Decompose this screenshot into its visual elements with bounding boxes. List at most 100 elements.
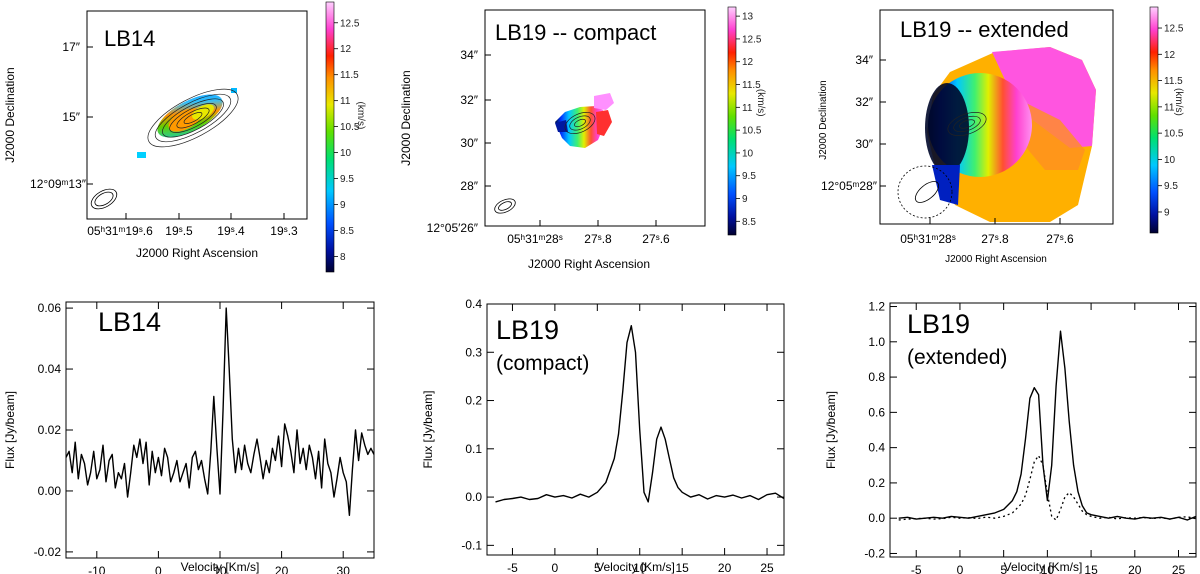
y-tick-label: 0.02	[38, 423, 62, 437]
x-ticks	[125, 213, 285, 219]
series-line-extended	[898, 330, 1197, 521]
map-frame	[86, 10, 308, 220]
x-tick-label: 25	[1172, 563, 1186, 574]
y-tick-label: 0.8	[868, 370, 885, 384]
x-tick-label: 30	[337, 564, 351, 574]
y-tick-label: 0.1	[465, 442, 482, 456]
y-tick-label: 30″	[855, 137, 873, 151]
colorbar-tick-label: 9.5	[340, 174, 354, 185]
y-tick-label: 0.06	[38, 301, 62, 315]
colorbar-tick-label: 11.5	[742, 80, 761, 91]
x-tick-label: 20	[275, 564, 289, 574]
colorbar-gradient	[1149, 6, 1159, 234]
y-tick-label: 12°09ᵐ13″	[30, 177, 87, 191]
x-tick-label: 19ˢ.3	[270, 224, 298, 238]
colorbar-tick-label: 11	[1164, 102, 1175, 113]
spectrum-lb14: -10 0 10 20 30 -0.02 0.00 0.02 0.04 0.06 LB14 Veloc…	[3, 301, 375, 574]
y-axis-label: Flux [Jy/beam]	[421, 390, 435, 468]
plot-subtitle: (compact)	[496, 352, 589, 375]
x-tick-label: 10	[1041, 563, 1055, 574]
y-tick-label: 1.0	[868, 335, 885, 349]
y-ticks	[485, 54, 491, 187]
colorbar-tick-label: 10	[742, 148, 754, 159]
x-tick-label: 10	[213, 564, 227, 574]
beam-ellipse	[897, 165, 953, 219]
colorbar-tick-label: 12.5	[340, 18, 360, 29]
colorbar-tick-label: 11	[742, 103, 753, 114]
x-axis-label: J2000 Right Ascension	[945, 254, 1047, 265]
y-ticks	[880, 59, 886, 187]
plot-frame	[65, 301, 375, 559]
y-tick-label: 1.2	[868, 300, 885, 314]
y-tick-label: 28″	[460, 179, 478, 193]
colorbar: 13 12.5 12 11.5 11 10.5 10 9.5 9 8.5 (km/s)	[727, 6, 766, 236]
x-tick-label: 05ʰ31ᵐ28ˢ	[507, 232, 563, 246]
x-tick-label: 19ˢ.4	[217, 224, 245, 238]
colorbar-tick-label: 9	[340, 200, 346, 211]
colorbar-tick-label: 12	[1164, 50, 1176, 61]
plot-title: LB19	[907, 309, 970, 339]
colorbar-tick-label: 11.5	[1164, 76, 1183, 87]
y-tick-label: 12°05′26″	[427, 221, 479, 235]
x-tick-label: 05ʰ31ᵐ19ˢ.6	[87, 224, 153, 238]
plot-title: LB19	[496, 315, 559, 345]
map-lb19-extended: LB19 -- extended 05ʰ31ᵐ28ˢ 27ˢ.8 27ˢ.6 3…	[818, 6, 1184, 265]
series-line-compact	[898, 454, 1197, 521]
x-tick-label: 15	[1084, 563, 1098, 574]
x-axis-label: Velocity [Km/s]	[596, 560, 675, 574]
x-tick-label: 5	[594, 561, 601, 574]
x-tick-label: 10	[633, 561, 647, 574]
colorbar-tick-label: 9.5	[1164, 181, 1178, 192]
colorbar-label: (km/s)	[355, 102, 366, 130]
y-tick-label: 12°05ᵐ28″	[821, 179, 878, 193]
y-tick-label: 0.00	[38, 484, 62, 498]
series-line-spectrum	[65, 307, 375, 516]
colorbar-tick-label: 8	[340, 252, 346, 263]
colorbar-label: (km/s)	[755, 89, 766, 117]
y-ticks	[87, 46, 93, 185]
colorbar-tick-label: 10	[1164, 155, 1176, 166]
x-tick-label: -10	[88, 564, 106, 574]
colorbar: 12.5 12 11.5 11 10.5 10 9.5 9 (km/s)	[1149, 6, 1184, 234]
plot-subtitle: (extended)	[907, 346, 1007, 369]
y-tick-label: -0.02	[34, 545, 62, 559]
y-tick-label: 34″	[460, 48, 478, 62]
map-lb19-compact: LB19 -- compact 05ʰ31ᵐ28ˢ 27ˢ.8 27ˢ.6 34…	[399, 6, 766, 271]
x-tick-label: 27ˢ.6	[1046, 232, 1074, 246]
colorbar-tick-label: 9	[1164, 207, 1170, 218]
colorbar-tick-label: 9	[742, 194, 748, 205]
map-title: LB14	[104, 26, 155, 51]
colorbar-tick-label: 11	[340, 96, 351, 107]
map-title: LB19 -- compact	[495, 20, 656, 45]
x-tick-label: 20	[718, 561, 732, 574]
y-tick-label: 30″	[460, 136, 478, 150]
x-tick-label: -5	[911, 563, 922, 574]
map-frame	[484, 9, 706, 227]
colorbar-tick-label: 12.5	[1164, 24, 1184, 35]
spectrum-lb19-extended: -5 0 5 10 15 20 25 -0.2 0.0 0.2 0.4 0.6 0.8 1.0 1.2 LB1…	[824, 300, 1197, 574]
x-tick-label: 15	[675, 561, 689, 574]
colorbar-tick-label: 8.5	[742, 217, 756, 228]
y-tick-label: -0.1	[461, 538, 482, 552]
x-tick-label: 27ˢ.8	[584, 232, 612, 246]
y-tick-label: 0.2	[868, 476, 885, 490]
y-tick-label: 32″	[855, 95, 873, 109]
x-tick-label: 20	[1128, 563, 1142, 574]
y-axis-label: J2000 Declination	[818, 80, 829, 160]
colorbar-tick-label: 10	[340, 148, 352, 159]
x-tick-label: 0	[552, 561, 559, 574]
x-tick-label: 0	[957, 563, 964, 574]
x-tick-label: -5	[507, 561, 518, 574]
colorbar-tick-label: 10.5	[742, 126, 762, 137]
x-tick-label: 27ˢ.8	[981, 232, 1009, 246]
x-ticks	[929, 218, 1061, 224]
velocity-field	[555, 93, 614, 148]
series-line-spectrum	[495, 325, 785, 503]
plot-frame	[486, 303, 785, 556]
map-lb14: LB14 05ʰ31ᵐ19ˢ.6 19ˢ.5	[3, 1, 366, 273]
colorbar-tick-label: 12.5	[742, 34, 762, 45]
x-tick-label: 25	[760, 561, 774, 574]
x-ticks	[539, 220, 657, 226]
y-tick-label: 15″	[62, 110, 80, 124]
velocity-field	[925, 47, 1096, 222]
